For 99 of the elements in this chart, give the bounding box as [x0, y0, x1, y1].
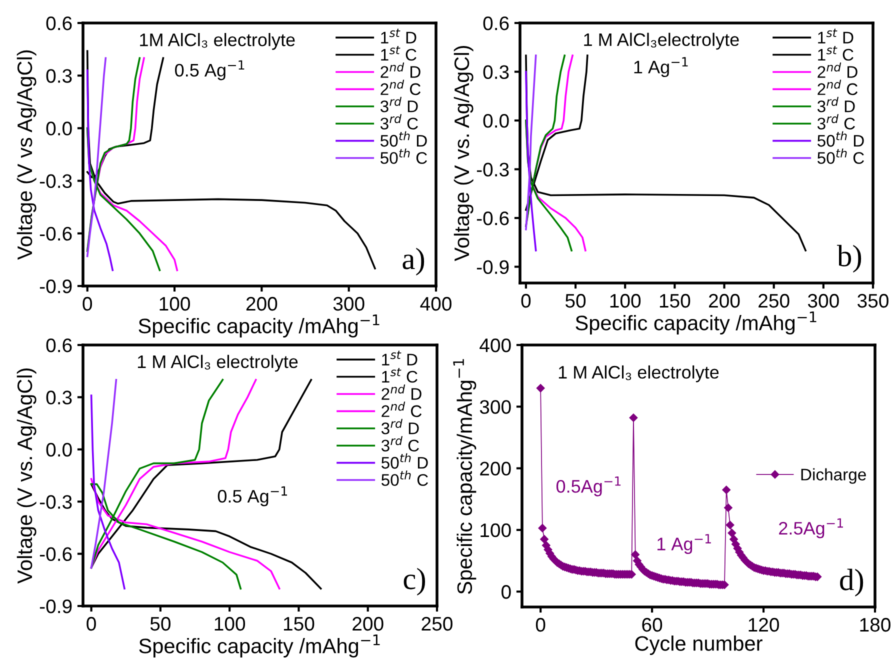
x-tick-label: 250	[422, 616, 452, 631]
x-axis-title: Specific capacity /mAhg$^{−1}$	[576, 312, 816, 334]
legend-label: Dicharge	[801, 468, 866, 484]
annotation: b)	[836, 244, 862, 273]
x-tick-label: 150	[660, 294, 690, 308]
annotation: 1 Ag$^{−1}$	[658, 534, 711, 554]
legend-label: 50$^{th}$ C	[380, 148, 427, 164]
legend-label: 50$^{th}$ C	[382, 470, 428, 486]
x-tick-label: 60	[642, 618, 662, 632]
y-tick-label: 0.0	[46, 122, 72, 136]
y-tick-label: -0.9	[476, 260, 509, 274]
x-tick-label: 100	[214, 616, 246, 631]
legend-label: 50$^{th}$ D	[382, 453, 428, 469]
annotation: a)	[402, 248, 424, 276]
legend-label: 50$^{th}$ D	[818, 131, 864, 147]
legend-label: 3$^{rd}$ C	[817, 114, 855, 130]
y-tick-label: 0.0	[46, 442, 72, 457]
y-tick-label: 0.6	[483, 16, 509, 30]
annotation: d)	[840, 568, 864, 597]
y-tick-label: 0.3	[483, 65, 509, 79]
y-tick-label: 0	[502, 585, 511, 599]
y-tick-label: -0.3	[476, 162, 509, 176]
x-axis-title: Specific capacity /mAhg$^{−1}$	[138, 314, 380, 338]
legend-label: 1$^{st}$ D	[818, 28, 854, 44]
y-axis-title: Voltage (V vs. Ag/AgCl)	[454, 46, 474, 262]
y-tick-label: -0.9	[40, 279, 72, 294]
legend-label: 1$^{st}$ D	[381, 28, 416, 44]
y-tick-label: -0.9	[40, 599, 72, 614]
y-axis-title: Voltage (V vs Ag/AgCl)	[16, 50, 36, 260]
annotation: 1 Ag$^{−1}$	[634, 57, 688, 78]
legend-label: 1$^{st}$ C	[818, 46, 854, 61]
annotation: 0.5 Ag$^{−1}$	[218, 486, 288, 506]
annotation: c)	[404, 568, 426, 596]
x-tick-label: 50	[565, 294, 586, 308]
x-tick-label: 0	[82, 296, 92, 311]
x-tick-label: 200	[246, 296, 278, 311]
y-axis-title: Voltage (V vs. Ag/AgCl)	[16, 368, 36, 584]
x-tick-label: 150	[284, 616, 314, 631]
x-tick-label: 0	[521, 294, 531, 308]
x-tick-label: 100	[160, 296, 190, 311]
y-tick-label: 400	[480, 338, 511, 352]
x-axis-title: Cycle number	[635, 636, 762, 655]
legend-label: 2$^{nd}$ D	[380, 62, 420, 78]
legend-label: 2$^{nd}$ C	[382, 402, 422, 418]
legend-label: 1$^{st}$ C	[382, 368, 418, 383]
annotation: 1 M AlCl₃ electrolyte	[138, 354, 298, 372]
annotation: 0.5 Ag$^{−1}$	[175, 60, 244, 80]
y-tick-label: -0.6	[40, 226, 72, 241]
legend-label: 50$^{th}$ D	[380, 131, 427, 147]
legend-label: 1$^{st}$ D	[382, 350, 418, 366]
y-tick-label: 0.6	[46, 338, 72, 352]
line-series	[90, 378, 118, 569]
y-axis-title: Specific capacity/mAhg$^{−1}$	[453, 359, 476, 594]
legend-label: 3$^{rd}$ C	[381, 436, 419, 452]
x-tick-label: 250	[758, 294, 790, 308]
legend-label: 2$^{nd}$ C	[818, 80, 858, 96]
legend-label: 50$^{th}$ C	[818, 148, 864, 164]
x-tick-label: 100	[610, 294, 641, 308]
y-tick-label: 300	[480, 400, 511, 414]
annotation: 1 M AlCl₃ electrolyte	[558, 365, 719, 382]
x-tick-label: 350	[858, 294, 888, 308]
y-tick-label: 200	[480, 462, 511, 476]
legend-label: 2$^{nd}$ C	[380, 80, 421, 96]
y-tick-label: 0.3	[46, 69, 72, 83]
line-series	[525, 70, 537, 252]
x-tick-label: 50	[150, 616, 170, 631]
x-tick-label: 200	[709, 294, 740, 308]
y-tick-label: -0.6	[476, 211, 509, 226]
annotation: 0.5Ag$^{−1}$	[556, 476, 621, 496]
x-tick-label: 180	[860, 618, 890, 632]
annotation: 1M AlCl₃ electrolyte	[140, 32, 295, 50]
y-tick-label: 0.0	[483, 114, 509, 128]
y-tick-label: -0.3	[40, 174, 72, 188]
y-tick-label: 0.6	[46, 16, 72, 30]
legend-label: 3$^{rd}$ D	[380, 96, 418, 112]
annotation: 2.5Ag$^{−1}$	[779, 518, 843, 538]
y-tick-label: -0.6	[40, 547, 72, 562]
annotation: 1 M AlCl₃electrolyte	[584, 32, 739, 50]
x-tick-label: 300	[333, 296, 364, 311]
legend-label: 2$^{nd}$ D	[382, 384, 422, 400]
x-tick-label: 0	[86, 616, 96, 631]
line-series	[525, 54, 537, 230]
line-series	[86, 69, 114, 272]
line-series	[86, 57, 107, 258]
legend-label: 1$^{st}$ C	[381, 46, 416, 61]
x-tick-label: 200	[352, 616, 384, 631]
x-tick-label: 400	[420, 296, 452, 311]
legend-label: 2$^{nd}$ D	[818, 62, 858, 78]
y-tick-label: 100	[480, 523, 511, 538]
line-series	[90, 394, 126, 590]
x-axis-title: Specific capacity /mAhg$^{−1}$	[139, 634, 380, 658]
legend-label: 3$^{rd}$ C	[380, 114, 418, 130]
legend-label: 3$^{rd}$ D	[381, 418, 419, 434]
y-tick-label: 0.3	[46, 390, 72, 404]
y-tick-label: -0.3	[40, 495, 72, 509]
x-tick-label: 0	[536, 618, 546, 632]
x-tick-label: 300	[808, 294, 839, 308]
x-tick-label: 120	[748, 618, 779, 632]
legend-label: 3$^{rd}$ D	[817, 96, 855, 112]
